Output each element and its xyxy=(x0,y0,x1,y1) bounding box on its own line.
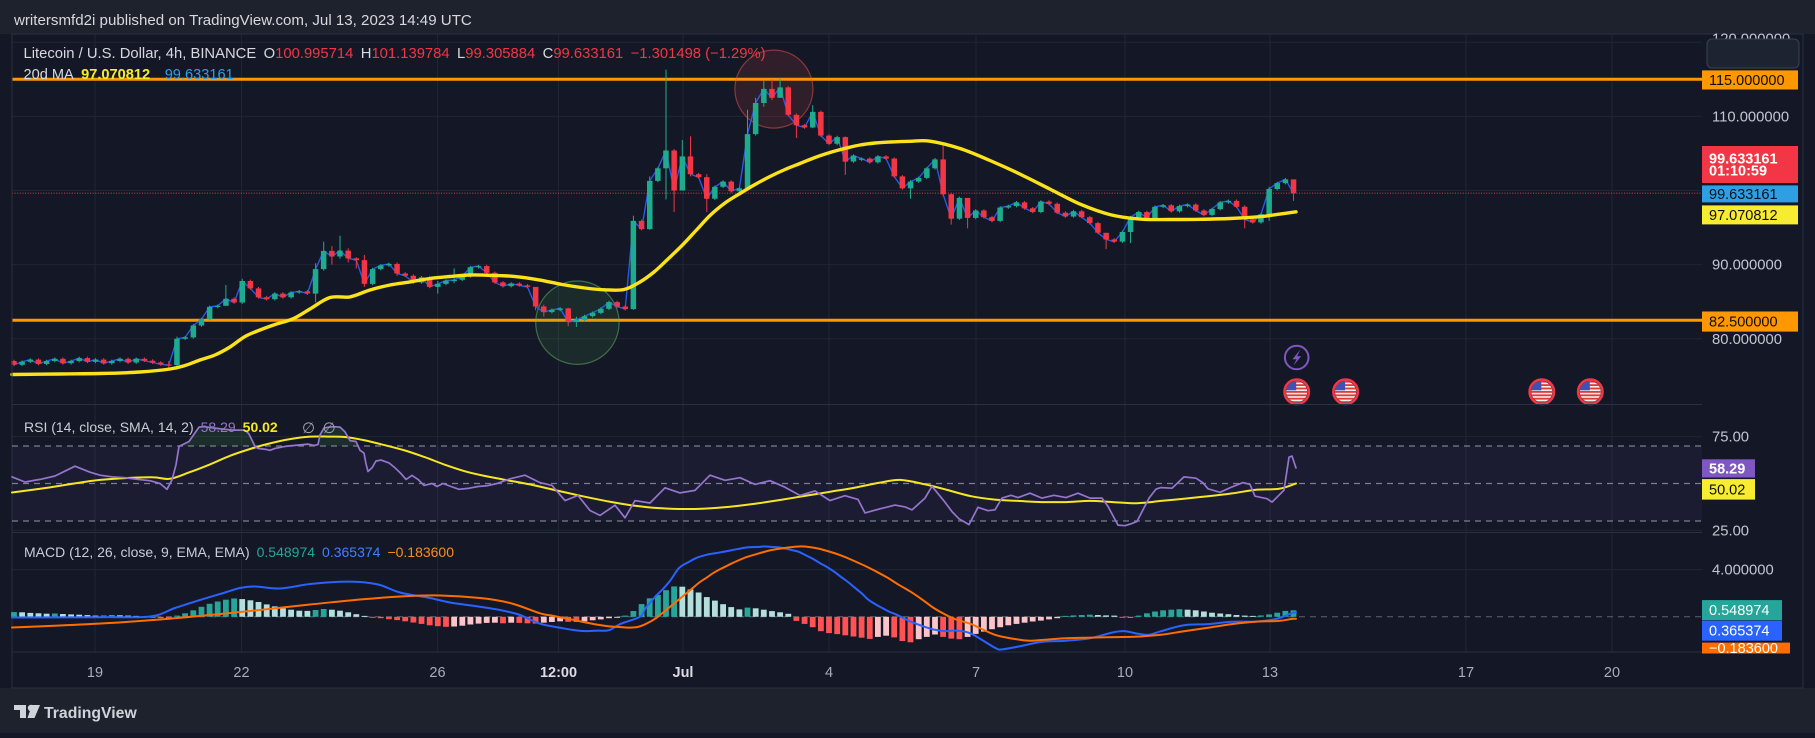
svg-text:97.070812: 97.070812 xyxy=(1709,208,1778,224)
svg-text:25.00: 25.00 xyxy=(1712,523,1749,539)
svg-text:0.365374: 0.365374 xyxy=(1709,624,1769,640)
svg-text:MACD (12, 26, close, 9, EMA, E: MACD (12, 26, close, 9, EMA, EMA) 0.5489… xyxy=(24,544,454,560)
svg-text:17: 17 xyxy=(1458,665,1474,681)
svg-text:110.000000: 110.000000 xyxy=(1712,109,1789,125)
svg-text:75.00: 75.00 xyxy=(1712,430,1749,446)
svg-text:22: 22 xyxy=(233,665,249,681)
svg-text:50.02: 50.02 xyxy=(1709,482,1745,498)
svg-text:0.548974: 0.548974 xyxy=(1709,603,1769,619)
svg-text:4.000000: 4.000000 xyxy=(1712,563,1774,579)
svg-text:7: 7 xyxy=(972,665,980,681)
svg-text:80.000000: 80.000000 xyxy=(1712,332,1782,348)
svg-text:20: 20 xyxy=(1604,665,1620,681)
svg-text:13: 13 xyxy=(1262,665,1278,681)
svg-text:26: 26 xyxy=(429,665,445,681)
svg-text:writersmfd2i published on Trad: writersmfd2i published on TradingView.co… xyxy=(13,12,472,29)
svg-text:12:00: 12:00 xyxy=(540,665,577,681)
svg-text:01:10:59: 01:10:59 xyxy=(1709,164,1767,180)
svg-text:58.29: 58.29 xyxy=(1709,461,1745,477)
svg-text:19: 19 xyxy=(87,665,103,681)
svg-text:∅ ∅: ∅ ∅ xyxy=(302,420,336,437)
svg-text:RSI (14, close, SMA, 14, 2) 58: RSI (14, close, SMA, 14, 2) 58.29 50.02 xyxy=(24,419,278,435)
svg-text:99.633161: 99.633161 xyxy=(1709,187,1778,203)
svg-text:115.000000: 115.000000 xyxy=(1709,73,1785,89)
svg-text:−0.183600: −0.183600 xyxy=(1709,641,1778,657)
svg-text:TradingView: TradingView xyxy=(44,705,137,722)
svg-text:Jul: Jul xyxy=(673,665,694,681)
svg-text:82.500000: 82.500000 xyxy=(1709,315,1778,331)
svg-text:Litecoin / U.S. Dollar, 4h, BI: Litecoin / U.S. Dollar, 4h, BINANCE O100… xyxy=(24,46,766,62)
svg-text:20d MA 97.070812 99.633161: 20d MA 97.070812 99.633161 xyxy=(24,67,234,83)
svg-text:10: 10 xyxy=(1117,665,1133,681)
svg-text:4: 4 xyxy=(825,665,833,681)
svg-text:90.000000: 90.000000 xyxy=(1712,258,1782,274)
svg-text:99.633161: 99.633161 xyxy=(1709,151,1778,167)
